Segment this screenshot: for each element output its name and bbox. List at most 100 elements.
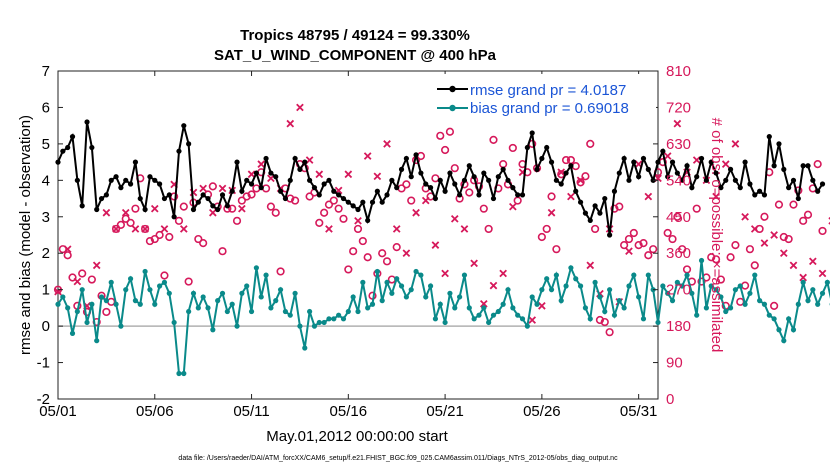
rmse-point (495, 174, 501, 180)
possible-obs-marker (68, 273, 77, 282)
rmse-point (771, 163, 777, 169)
y-tick-label-left: 7 (42, 63, 50, 80)
rmse-point (239, 188, 245, 194)
y-tick-label-left: 3 (42, 209, 50, 226)
y-tick-label-right: 180 (666, 318, 691, 335)
y-axis-label-left: rmse and bias (model - observation) (17, 115, 34, 355)
bias-point (369, 301, 376, 307)
assimilated-obs-marker (92, 261, 101, 270)
assimilated-obs-marker (731, 140, 740, 148)
rmse-point (205, 195, 211, 202)
possible-obs-marker (605, 328, 614, 337)
rmse-point (297, 166, 303, 172)
possible-obs-marker (644, 251, 653, 260)
rmse-point (157, 181, 163, 187)
assimilated-obs-marker (712, 192, 720, 201)
rmse-point (713, 170, 719, 176)
rmse-point (142, 206, 148, 213)
assimilated-obs-marker (286, 119, 295, 128)
assimilated-obs-marker (363, 152, 372, 160)
rmse-point (127, 181, 134, 187)
bias-point (219, 290, 226, 296)
bias-point (461, 272, 468, 278)
rmse-point (282, 195, 289, 202)
bias-point (539, 287, 545, 293)
possible-obs-marker (78, 269, 87, 278)
assimilated-obs-marker (547, 208, 556, 217)
possible-obs-marker (382, 257, 392, 266)
rmse-point (418, 170, 424, 176)
assimilated-obs-marker (818, 269, 827, 278)
bias-point (108, 279, 114, 285)
rmse-point (94, 206, 100, 213)
legend: rmse grand pr = 4.0187 bias grand pr = 0… (433, 74, 656, 117)
possible-obs-marker (228, 204, 237, 213)
bias-point (432, 316, 439, 322)
assimilated-obs-marker (383, 140, 391, 148)
axes-layer: -2 -1 0 1 2 3 4 5 6 7 0 90 180 270 360 450 540 630 720 810 0… (37, 63, 691, 420)
possible-obs-marker (155, 230, 164, 240)
possible-obs-marker (184, 277, 193, 286)
possible-obs-marker (165, 232, 174, 242)
bias-point (771, 316, 777, 322)
bias-point (457, 294, 463, 300)
bias-point (215, 298, 221, 304)
bias-point (98, 294, 105, 300)
rmse-point (568, 163, 574, 169)
bias-point (698, 257, 705, 264)
possible-obs-marker (711, 255, 721, 264)
rmse-point (432, 195, 439, 202)
rmse-point (679, 177, 685, 183)
rmse-point (500, 166, 506, 172)
assimilated-obs-marker (809, 257, 817, 266)
bias-point (524, 323, 530, 329)
possible-obs-marker (349, 247, 358, 256)
assimilated-obs-marker (663, 152, 672, 160)
rmse-point (795, 195, 801, 202)
bias-point (819, 290, 826, 296)
bias-point (365, 305, 371, 311)
bias-point (800, 279, 806, 285)
bias-point (669, 298, 676, 304)
possible-obs-marker (126, 218, 135, 227)
rmse-point (147, 174, 153, 180)
assimilated-obs-marker (354, 216, 362, 225)
rmse-point (621, 155, 627, 162)
bias-point (423, 294, 429, 300)
bias-point (786, 316, 792, 322)
possible-obs-marker (484, 224, 493, 234)
bias-point (186, 308, 192, 315)
y-tick-label-right: 450 (666, 209, 691, 226)
possible-obs-marker (479, 204, 488, 213)
rmse-point (200, 192, 206, 198)
bias-point (534, 301, 540, 307)
assimilated-obs-marker (567, 192, 575, 201)
rmse-point (616, 170, 622, 176)
legend-box (433, 74, 656, 116)
possible-obs-marker (629, 228, 638, 238)
rmse-point (529, 130, 535, 136)
bias-point (442, 319, 448, 326)
possible-obs-marker (378, 249, 387, 258)
rmse-point (631, 159, 637, 165)
rmse-point (442, 188, 448, 194)
possible-obs-marker (111, 224, 121, 234)
rmse-point (103, 192, 109, 198)
rmse-point (655, 159, 661, 165)
bias-point (277, 287, 284, 293)
rmse-point (84, 119, 90, 125)
legend-rmse-label: rmse grand pr = 4.0187 (470, 82, 626, 99)
assimilated-obs-marker (538, 302, 546, 310)
rmse-point (345, 199, 351, 205)
possible-obs-marker (339, 214, 348, 223)
possible-obs-marker (779, 232, 788, 242)
bias-point (708, 283, 714, 289)
rmse-point (166, 192, 172, 198)
rmse-point (452, 181, 458, 187)
bias-point (727, 305, 734, 311)
rmse-point (398, 166, 405, 172)
assimilated-obs-marker (779, 249, 788, 258)
bias-point (544, 276, 550, 282)
bias-point (713, 287, 719, 293)
